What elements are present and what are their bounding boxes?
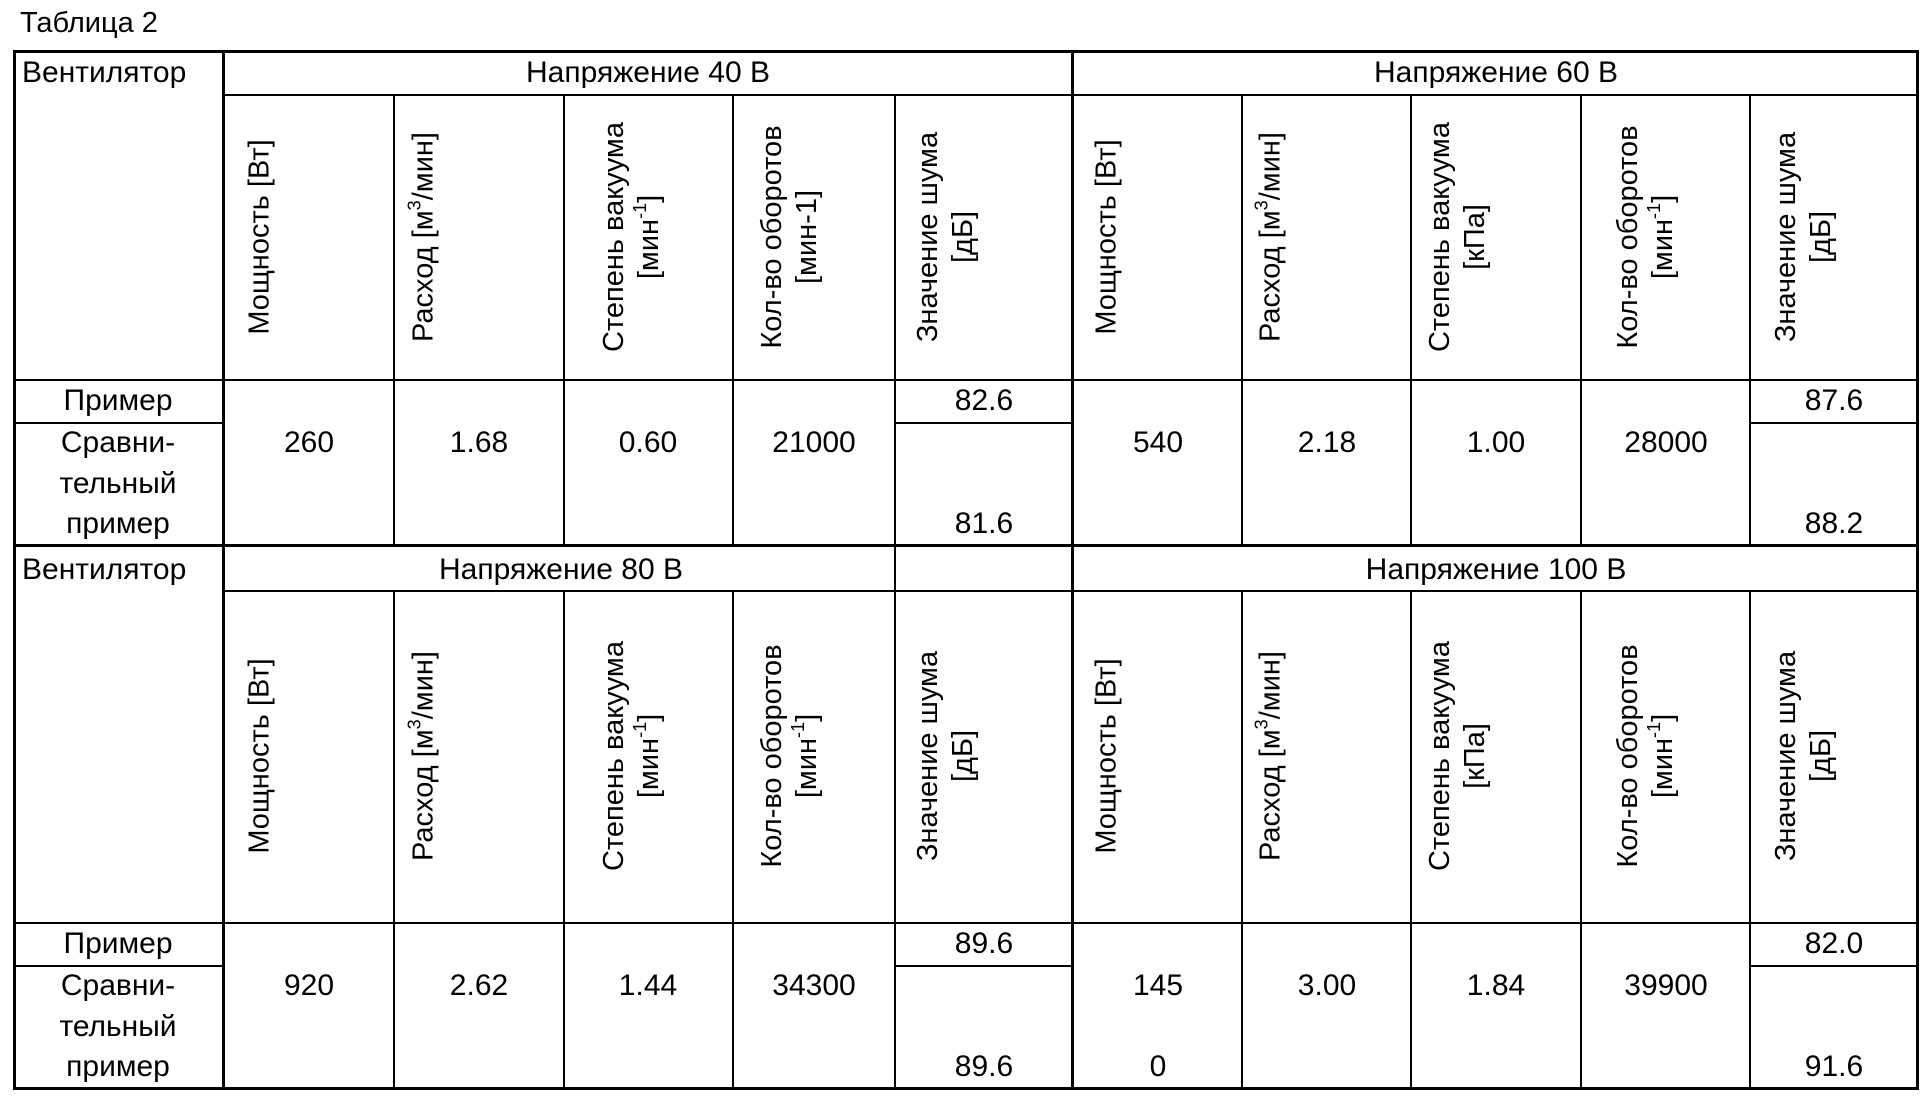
voltage-header-60: Напряжение 60 В xyxy=(1374,55,1618,91)
grid-line xyxy=(1750,422,1919,424)
value-flow: 2.62 xyxy=(450,968,508,1004)
row-label-example: Пример xyxy=(64,383,173,419)
col-header-rpm: Кол-во оборотов [мин-1] xyxy=(755,125,825,348)
row-label-comparative: пример xyxy=(66,1049,170,1085)
value-vacuum: 0.60 xyxy=(619,425,677,461)
value-flow: 2.18 xyxy=(1298,425,1356,461)
grid-line xyxy=(732,94,734,546)
grid-line xyxy=(13,544,1919,547)
value-flow: 1.68 xyxy=(450,425,508,461)
col-header-power: Мощность [Вт] xyxy=(243,658,278,853)
grid-line xyxy=(13,50,16,1090)
col-header-flow: Расход [м3/мин] xyxy=(1254,132,1289,342)
value-noise-comparative: 88.2 xyxy=(1805,506,1863,542)
col-header-vacuum: Степень вакуума [кПа] xyxy=(1423,641,1493,871)
value-power: 920 xyxy=(284,968,334,1004)
col-header-vacuum: Степень вакуума [мин-1] xyxy=(597,122,667,352)
col-header-flow: Расход [м3/мин] xyxy=(407,132,442,342)
value-noise-example: 82.0 xyxy=(1805,926,1863,962)
value-vacuum: 1.44 xyxy=(619,968,677,1004)
value-noise-comparative: 81.6 xyxy=(955,506,1013,542)
value-power: 540 xyxy=(1133,425,1183,461)
value-rpm: 28000 xyxy=(1624,425,1707,461)
grid-line xyxy=(1580,94,1582,546)
fan-header: Вентилятор xyxy=(22,55,186,91)
fan-header: Вентилятор xyxy=(22,552,186,588)
col-header-rpm: Кол-во оборотов [мин-1] xyxy=(755,644,825,867)
grid-line xyxy=(1749,94,1751,546)
grid-line xyxy=(13,922,1919,924)
row-label-example: Пример xyxy=(64,926,173,962)
value-noise-comparative: 91.6 xyxy=(1805,1049,1863,1085)
grid-line xyxy=(1241,590,1243,1090)
col-header-rpm: Кол-во оборотов [мин-1] xyxy=(1611,644,1681,867)
col-header-power: Мощность [Вт] xyxy=(1090,139,1125,334)
value-rpm: 39900 xyxy=(1624,968,1707,1004)
row-label-comparative: Сравни- xyxy=(61,968,175,1004)
voltage-header-40: Напряжение 40 В xyxy=(526,55,770,91)
col-header-noise: Значение шума [дБ] xyxy=(911,651,981,861)
voltage-header-80: Напряжение 80 В xyxy=(439,552,683,588)
value-power: 145 xyxy=(1133,968,1183,1004)
grid-line xyxy=(1749,590,1751,1090)
grid-line xyxy=(13,379,1919,381)
grid-line xyxy=(563,94,565,546)
grid-line xyxy=(13,50,1919,53)
col-header-rpm: Кол-во оборотов [мин-1] xyxy=(1611,125,1681,348)
col-header-flow: Расход [м3/мин] xyxy=(1254,651,1289,861)
grid-line xyxy=(1750,965,1919,967)
col-header-power: Мощность [Вт] xyxy=(1090,658,1125,853)
grid-line xyxy=(732,590,734,1090)
grid-line xyxy=(1071,50,1074,1090)
grid-line xyxy=(894,94,896,546)
grid-line xyxy=(895,965,1073,967)
row-label-comparative: тельный xyxy=(59,466,176,502)
grid-line xyxy=(393,94,395,546)
grid-line xyxy=(222,50,225,1090)
grid-line xyxy=(13,1087,1919,1090)
grid-line xyxy=(895,422,1073,424)
value-flow: 3.00 xyxy=(1298,968,1356,1004)
grid-line xyxy=(1410,94,1412,546)
grid-line xyxy=(13,422,224,424)
value-noise-example: 87.6 xyxy=(1805,383,1863,419)
grid-line xyxy=(13,965,224,967)
grid-line xyxy=(1580,590,1582,1090)
col-header-vacuum: Степень вакуума [мин-1] xyxy=(597,641,667,871)
voltage-header-100: Напряжение 100 В xyxy=(1366,552,1627,588)
grid-line xyxy=(1916,50,1919,1090)
grid-line xyxy=(563,590,565,1090)
col-header-power: Мощность [Вт] xyxy=(243,139,278,334)
col-header-noise: Значение шума [дБ] xyxy=(1769,132,1839,342)
col-header-noise: Значение шума [дБ] xyxy=(911,132,981,342)
value-rpm: 21000 xyxy=(772,425,855,461)
value-noise-comparative: 89.6 xyxy=(955,1049,1013,1085)
value-noise-example: 82.6 xyxy=(955,383,1013,419)
value-power: 260 xyxy=(284,425,334,461)
grid-line xyxy=(1241,94,1243,546)
grid-line xyxy=(1410,590,1412,1090)
grid-line xyxy=(393,590,395,1090)
row-label-comparative: тельный xyxy=(59,1009,176,1045)
col-header-vacuum: Степень вакуума [кПа] xyxy=(1423,122,1493,352)
row-label-comparative: пример xyxy=(66,506,170,542)
row-label-comparative: Сравни- xyxy=(61,425,175,461)
col-header-noise: Значение шума [дБ] xyxy=(1769,651,1839,861)
value-noise-example: 89.6 xyxy=(955,926,1013,962)
grid-line xyxy=(894,546,896,1090)
value-vacuum: 1.84 xyxy=(1467,968,1525,1004)
value-rpm: 34300 xyxy=(772,968,855,1004)
col-header-flow: Расход [м3/мин] xyxy=(407,651,442,861)
value-power-continued: 0 xyxy=(1150,1049,1167,1085)
value-vacuum: 1.00 xyxy=(1467,425,1525,461)
